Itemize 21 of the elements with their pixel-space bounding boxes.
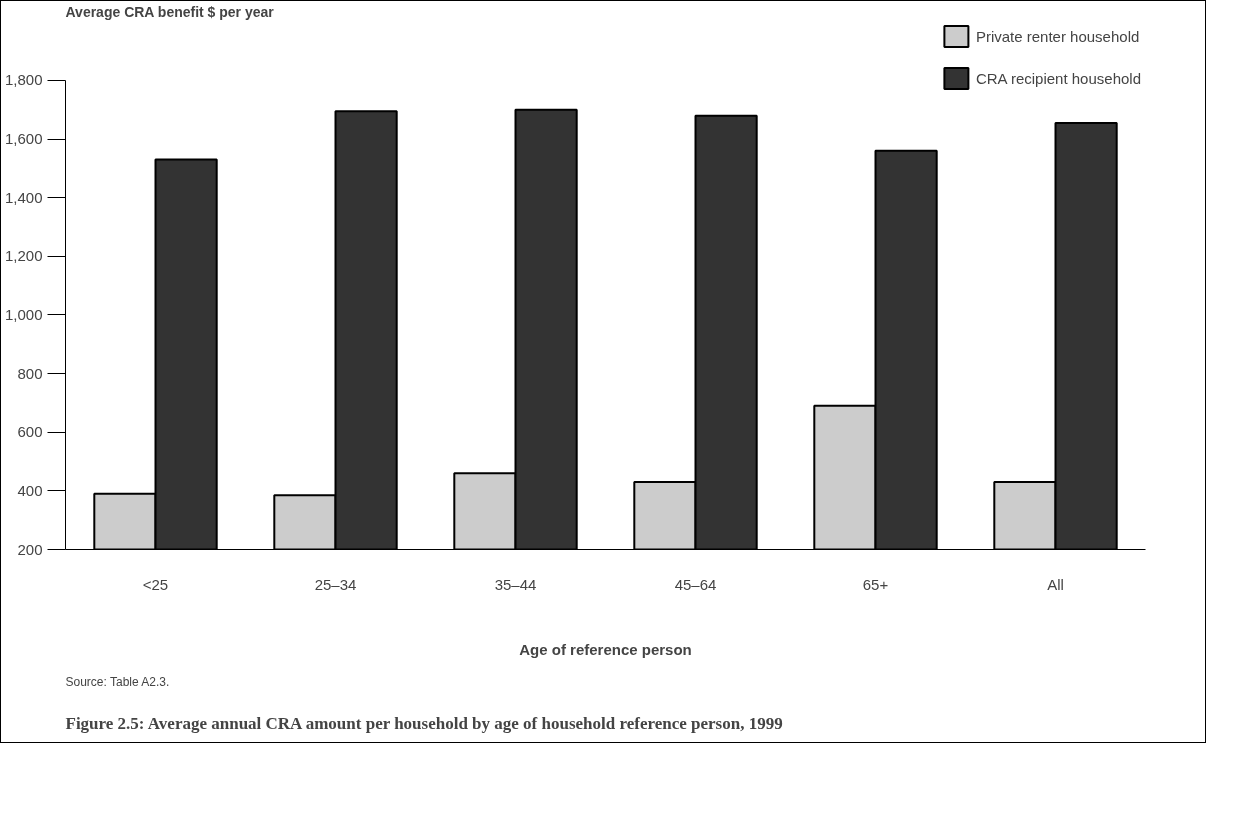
- y-tick-label: 1,600: [4, 130, 43, 148]
- y-tick-label: 200: [17, 540, 43, 558]
- x-tick-label: <25: [142, 575, 169, 593]
- y-tick-label: 1,800: [4, 71, 43, 89]
- y-tick-label: 600: [17, 423, 43, 441]
- y-tick-label: 1,000: [4, 305, 43, 323]
- y-axis-title: Average CRA benefit $ per year: [65, 3, 275, 20]
- legend-label: CRA recipient household: [975, 69, 1141, 87]
- y-tick-label: 400: [17, 481, 43, 499]
- legend-label: Private renter household: [975, 27, 1140, 45]
- x-tick-label: 25–34: [314, 575, 357, 593]
- x-tick-label: 45–64: [674, 575, 717, 593]
- y-tick-label: 1,400: [4, 188, 43, 206]
- y-tick-label: 800: [17, 364, 43, 382]
- x-tick-label: All: [1047, 575, 1064, 593]
- y-tick-label: 1,200: [4, 247, 43, 265]
- text: Figure 2.5: Average annual CRA amount per household by age of household reference person, 1999: [65, 713, 783, 733]
- source-note: Source: Table A2.3.: [65, 675, 170, 689]
- x-axis-title: Age of reference person: [519, 640, 692, 658]
- x-tick-label: 65+: [862, 575, 889, 593]
- x-tick-label: 35–44: [494, 575, 537, 593]
